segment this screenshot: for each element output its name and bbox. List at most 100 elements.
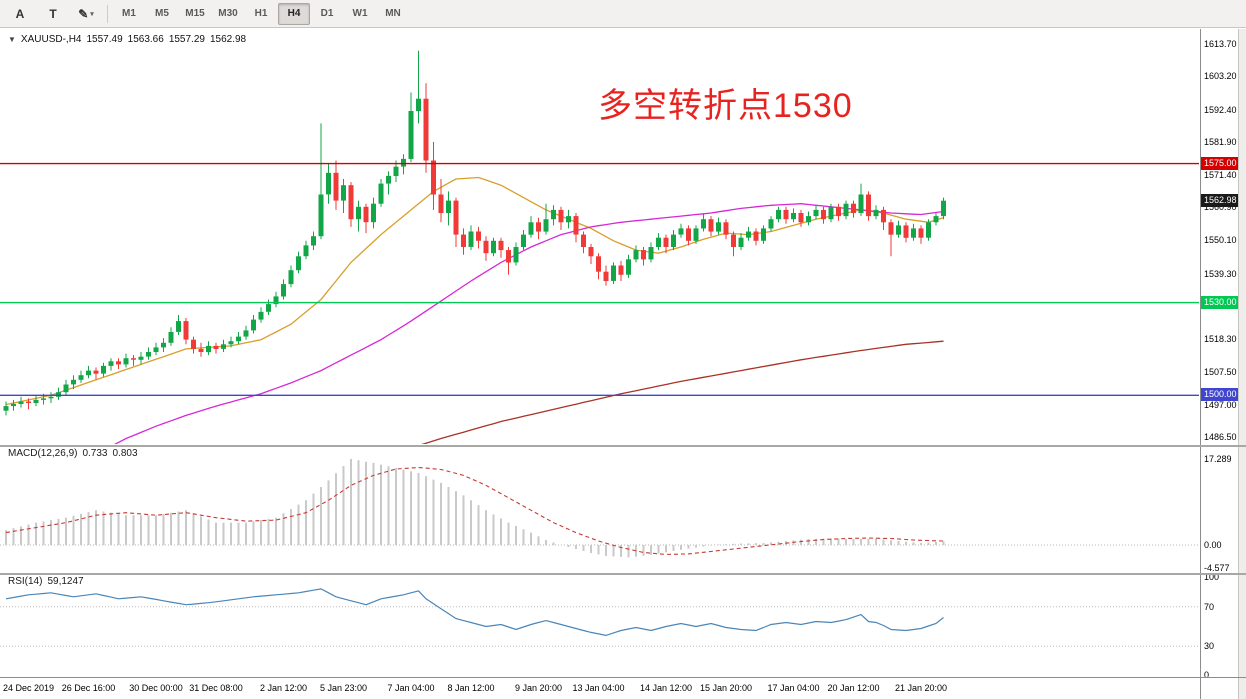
candle-body (71, 379, 76, 385)
candle-body (633, 250, 639, 260)
candle-body (228, 341, 234, 345)
candle-body (498, 240, 504, 251)
candle-body (78, 375, 84, 380)
candle-body (693, 228, 699, 241)
ohlc-open: 1557.49 (86, 34, 123, 45)
candle-body (551, 209, 556, 220)
annotation-text: 多空转折点1530 (598, 87, 853, 125)
candle-body (933, 216, 939, 223)
candle-body (438, 194, 444, 213)
candle-body (138, 356, 144, 360)
text-tool-button[interactable]: T (49, 6, 57, 21)
moving-averages-layer (5, 176, 944, 444)
ma-mid-line (114, 203, 944, 444)
candle-body (431, 160, 436, 195)
candle-body (93, 370, 99, 374)
candle-body (603, 271, 609, 281)
candle-body (543, 219, 549, 232)
candle-body (783, 209, 789, 220)
candle-body (243, 330, 249, 337)
rsi-axis-label: 100 (1204, 572, 1220, 582)
candle-body (213, 345, 219, 349)
candle-body (296, 256, 301, 271)
candle-body (896, 225, 901, 235)
candle-body (663, 237, 669, 247)
candle-body (341, 185, 346, 201)
candle-body (356, 206, 361, 220)
price-axis-label: 1592.40 (1204, 104, 1237, 115)
timeframe-m5-button[interactable]: M5 (155, 8, 169, 19)
candle-body (776, 209, 781, 220)
candle-body (686, 228, 691, 241)
candle-body (581, 234, 586, 247)
candle-body (903, 225, 909, 238)
candle-body (251, 319, 256, 331)
price-axis-label: 1507.50 (1204, 367, 1237, 378)
time-label: 31 Dec 08:00 (189, 683, 243, 693)
dropdown-caret-icon: ▾ (90, 10, 94, 18)
candle-body (888, 222, 894, 235)
time-label: 26 Dec 16:00 (62, 683, 116, 693)
timeframe-h4-button[interactable]: H4 (278, 2, 310, 25)
macd-signal-line (5, 466, 944, 555)
timeframe-m15-button[interactable]: M15 (185, 8, 205, 19)
candle-body (813, 209, 819, 217)
hline-price-badge: 1530.00 (1201, 296, 1239, 309)
candle-body (641, 250, 646, 260)
timeframe-h1-button[interactable]: H1 (254, 8, 268, 19)
candle-body (378, 183, 384, 204)
candle-body (596, 256, 601, 272)
candle-body (618, 265, 624, 275)
chart-collapse-icon[interactable]: ▼ (8, 35, 16, 44)
candle-body (738, 237, 744, 247)
macd-panel-label: MACD(12,26,9) 0.733 0.803 (8, 448, 143, 459)
timeframe-d1-button[interactable]: D1 (320, 8, 334, 19)
candle-body (798, 213, 804, 223)
draw-tool-button[interactable]: ✎ ▾ (78, 6, 94, 21)
macd-axis-label: 17.289 (1204, 454, 1232, 465)
timeframe-w1-button[interactable]: W1 (352, 8, 368, 19)
price-axis-label: 1486.50 (1204, 431, 1237, 442)
candle-body (18, 401, 24, 404)
candle-body (678, 228, 684, 235)
candle-body (33, 399, 39, 403)
candle-body (153, 347, 159, 352)
candle-body (281, 284, 286, 297)
candle-body (866, 194, 871, 217)
candle-body (206, 345, 211, 353)
candle-body (266, 304, 271, 312)
candle-body (881, 209, 886, 223)
price-axis-label: 1560.90 (1204, 202, 1237, 213)
time-label: 24 Dec 2019 (3, 683, 54, 693)
rsi-label: RSI(14) (8, 576, 43, 587)
candle-body (836, 206, 841, 217)
ohlc-high: 1563.66 (127, 34, 164, 45)
candle-body (806, 216, 811, 223)
candle-body (926, 222, 931, 238)
candle-body (101, 365, 106, 374)
macd-signal-value: 0.803 (112, 448, 138, 459)
chart-canvas[interactable]: 24 Dec 2019 26 Dec 16:00 30 Dec 00:00 31 De… (0, 29, 1199, 699)
candle-body (3, 406, 9, 411)
time-label: 20 Jan 12:00 (827, 683, 879, 693)
toolbar-separator (107, 4, 108, 23)
timeframe-m30-button[interactable]: M30 (218, 8, 238, 19)
candle-body (131, 358, 136, 360)
candle-body (41, 398, 46, 400)
candle-body (198, 348, 204, 352)
candle-body (363, 206, 369, 223)
panel-separator-rsi[interactable] (0, 573, 1246, 575)
candle-body (371, 203, 376, 223)
cursor-tool-button[interactable]: A (15, 6, 25, 21)
candle-body (423, 98, 429, 161)
rsi-line (5, 588, 944, 637)
price-axis[interactable]: 1613.70 1603.20 1592.40 1581.90 1571.40 1560.… (1200, 29, 1239, 699)
right-edge-strip (1238, 29, 1246, 699)
candle-body (176, 321, 181, 332)
time-label: 21 Jan 20:00 (895, 683, 947, 693)
panel-separator-macd[interactable] (0, 445, 1246, 447)
timeframe-m1-button[interactable]: M1 (122, 8, 136, 19)
candle-body (318, 194, 324, 237)
candle-body (791, 213, 796, 220)
timeframe-mn-button[interactable]: MN (385, 8, 401, 19)
